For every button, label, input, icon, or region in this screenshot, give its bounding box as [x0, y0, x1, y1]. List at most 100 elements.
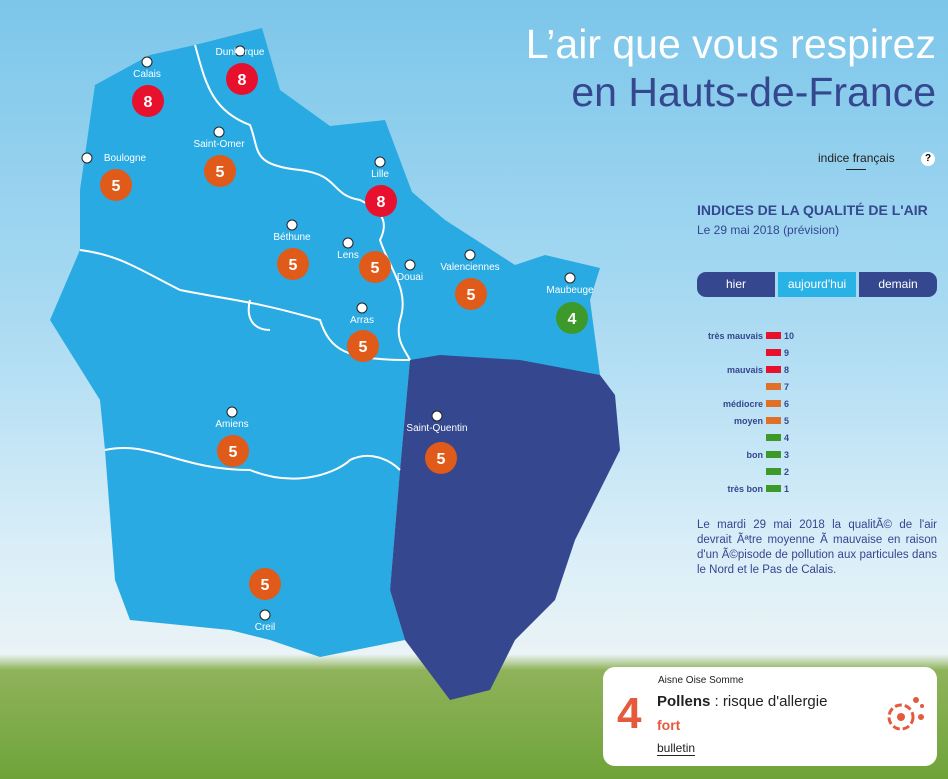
legend-value: 9 — [784, 347, 790, 358]
index-value: 5 — [229, 444, 238, 461]
index-marker[interactable] — [277, 248, 309, 280]
legend-swatch — [766, 400, 781, 407]
pollen-value: 4 — [617, 689, 642, 738]
legend-value: 10 — [784, 330, 795, 341]
tab-aujourdhui[interactable]: aujourd'hui — [778, 272, 856, 297]
city-saint-quentin[interactable]: Saint-Quentin 5 — [406, 410, 468, 474]
index-marker[interactable] — [204, 155, 236, 187]
index-value: 5 — [216, 164, 225, 181]
city-label: Amiens — [215, 419, 248, 430]
index-marker[interactable] — [425, 442, 457, 474]
city-dot — [226, 406, 238, 418]
city-label: Boulogne — [104, 153, 147, 164]
legend-swatch — [766, 434, 781, 441]
index-marker[interactable] — [249, 568, 281, 600]
legend-value: 7 — [784, 381, 790, 392]
index-legend: très mauvais 10 9 mauvais 8 7 médiocre 6 moyen 5 4… — [700, 327, 810, 497]
bulletin-link[interactable]: bulletin — [657, 741, 696, 756]
city-lens[interactable]: Lens 5 — [337, 237, 391, 283]
city-dunkerque[interactable]: Dunkerque 8 — [216, 45, 265, 95]
page-title: L’air que vous respirez en Hauts-de-Fran… — [526, 20, 936, 116]
city-dot — [141, 56, 153, 68]
legend-swatch — [766, 417, 781, 424]
city-dot — [356, 302, 368, 314]
legend-row: 4 — [700, 429, 810, 446]
city-dot — [234, 45, 246, 57]
index-marker[interactable] — [455, 278, 487, 310]
city-label: Douai — [397, 272, 423, 283]
legend-label: mauvais — [726, 364, 763, 375]
city-dot — [342, 237, 354, 249]
city-maubeuge[interactable]: Maubeuge 4 — [546, 272, 594, 334]
legend-value: 5 — [784, 415, 790, 426]
city-arras[interactable]: Arras 5 — [347, 302, 379, 362]
city-béthune[interactable]: Béthune 5 — [273, 219, 311, 280]
pollen-title: Pollens : risque d'allergie — [657, 693, 827, 710]
legend-swatch — [766, 485, 781, 492]
index-value: 8 — [238, 72, 247, 89]
city-valenciennes[interactable]: Valenciennes 5 — [440, 249, 500, 310]
region-nord-pas-de-calais-picardie[interactable] — [50, 28, 600, 657]
index-marker[interactable] — [100, 169, 132, 201]
title-line-2: en Hauts-de-France — [571, 69, 936, 115]
flower-pollen-icon — [887, 697, 924, 731]
city-label: Saint-Quentin — [406, 423, 467, 434]
city-dot — [564, 272, 576, 284]
city-boulogne[interactable]: Boulogne 5 — [81, 152, 147, 201]
city-label: Lens — [337, 250, 359, 261]
region-aisne[interactable] — [390, 355, 620, 700]
city-saint-omer[interactable]: Saint-Omer 5 — [193, 126, 245, 187]
legend-swatch — [766, 366, 781, 373]
panel-date: Le 29 mai 2018 (prévision) — [697, 223, 840, 237]
city-dot — [374, 156, 386, 168]
city-dot — [213, 126, 225, 138]
city-dot — [431, 410, 443, 422]
legend-value: 2 — [784, 466, 790, 477]
title-line-1: L’air que vous respirez — [525, 21, 936, 67]
legend-value: 6 — [784, 398, 790, 409]
legend-swatch — [766, 383, 781, 390]
help-icon[interactable]: ? — [921, 152, 935, 166]
city-creil[interactable]: Creil 5 — [249, 568, 281, 633]
day-tabs: hier aujourd'hui demain — [697, 272, 937, 297]
legend-value: 8 — [784, 364, 790, 375]
panel-heading: INDICES DE LA QUALITÉ DE L'AIR — [697, 202, 928, 218]
index-marker[interactable] — [132, 85, 164, 117]
legend-row: médiocre 6 — [700, 395, 810, 412]
pollen-zone: Aisne Oise Somme — [658, 675, 744, 686]
city-amiens[interactable]: Amiens 5 — [215, 406, 249, 467]
city-label: Lille — [371, 169, 389, 180]
index-marker[interactable] — [556, 302, 588, 334]
city-calais[interactable]: Calais 8 — [132, 56, 164, 117]
city-label: Dunkerque — [216, 47, 265, 58]
legend-row: mauvais 8 — [700, 361, 810, 378]
city-douai[interactable]: Douai — [397, 259, 423, 283]
index-toggle[interactable]: indice français — [818, 151, 895, 170]
pollen-title-rest: : risque d'allergie — [710, 693, 828, 710]
city-dot — [404, 259, 416, 271]
city-lille[interactable]: Lille 8 — [365, 156, 397, 217]
index-value: 5 — [467, 287, 476, 304]
city-label: Saint-Omer — [193, 139, 245, 150]
legend-swatch — [766, 332, 781, 339]
legend-swatch — [766, 349, 781, 356]
index-value: 4 — [568, 311, 577, 328]
index-marker[interactable] — [226, 63, 258, 95]
city-label: Arras — [350, 315, 374, 326]
city-label: Béthune — [273, 232, 311, 243]
city-label: Calais — [133, 69, 161, 80]
index-value: 5 — [289, 257, 298, 274]
legend-row: 2 — [700, 463, 810, 480]
legend-value: 1 — [784, 483, 790, 494]
index-marker[interactable] — [347, 330, 379, 362]
index-value: 5 — [112, 178, 121, 195]
legend-swatch — [766, 468, 781, 475]
tab-demain[interactable]: demain — [859, 272, 937, 297]
tab-hier[interactable]: hier — [697, 272, 775, 297]
legend-row: bon 3 — [700, 446, 810, 463]
index-marker[interactable] — [359, 251, 391, 283]
city-label: Maubeuge — [546, 285, 594, 296]
city-dot — [286, 219, 298, 231]
index-marker[interactable] — [365, 185, 397, 217]
index-marker[interactable] — [217, 435, 249, 467]
